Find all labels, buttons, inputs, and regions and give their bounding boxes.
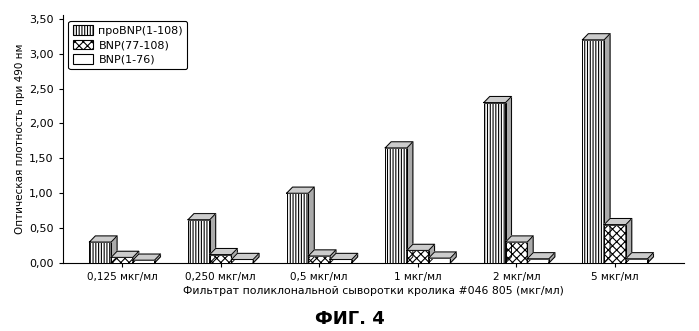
Polygon shape [604,34,610,263]
Polygon shape [133,251,138,263]
Polygon shape [89,236,117,242]
Polygon shape [505,96,512,263]
Polygon shape [582,34,610,40]
Bar [330,260,352,263]
Bar [111,258,133,263]
Bar [505,242,527,263]
Polygon shape [231,253,259,260]
Polygon shape [352,253,358,263]
Polygon shape [527,236,533,263]
Polygon shape [133,254,161,260]
Polygon shape [428,252,456,258]
Polygon shape [308,187,315,263]
Polygon shape [308,250,336,256]
X-axis label: Фильтрат поликлональной сыворотки кролика #046 805 (мкг/мл): Фильтрат поликлональной сыворотки кролик… [183,286,564,296]
Text: ФИГ. 4: ФИГ. 4 [315,310,384,328]
Bar [231,260,253,263]
Bar [308,256,330,263]
Polygon shape [210,213,216,263]
Bar [428,258,450,263]
Bar [527,259,549,263]
Bar [626,259,647,263]
Polygon shape [604,218,632,225]
Polygon shape [385,142,413,148]
Bar [385,148,407,263]
Polygon shape [647,253,654,263]
Polygon shape [111,236,117,263]
Bar [89,242,111,263]
Polygon shape [330,253,358,260]
Polygon shape [188,213,216,220]
Bar [604,225,626,263]
Bar [582,40,604,263]
Polygon shape [527,253,555,259]
Polygon shape [450,252,456,263]
Bar [210,255,231,263]
Polygon shape [154,254,161,263]
Polygon shape [210,249,238,255]
Polygon shape [330,250,336,263]
Bar [484,103,505,263]
Polygon shape [626,253,654,259]
Bar [188,220,210,263]
Polygon shape [626,218,632,263]
Polygon shape [549,253,555,263]
Polygon shape [505,236,533,242]
Polygon shape [484,96,512,103]
Y-axis label: Оптическая плотность при 490 нм: Оптическая плотность при 490 нм [15,44,25,234]
Polygon shape [407,142,413,263]
Polygon shape [428,244,435,263]
Bar [407,250,428,263]
Bar [133,260,154,263]
Polygon shape [287,187,315,193]
Polygon shape [253,253,259,263]
Bar [287,193,308,263]
Polygon shape [407,244,435,250]
Polygon shape [231,249,238,263]
Legend: проBNP(1-108), BNP(77-108), BNP(1-76): проBNP(1-108), BNP(77-108), BNP(1-76) [69,21,187,69]
Polygon shape [111,251,138,258]
